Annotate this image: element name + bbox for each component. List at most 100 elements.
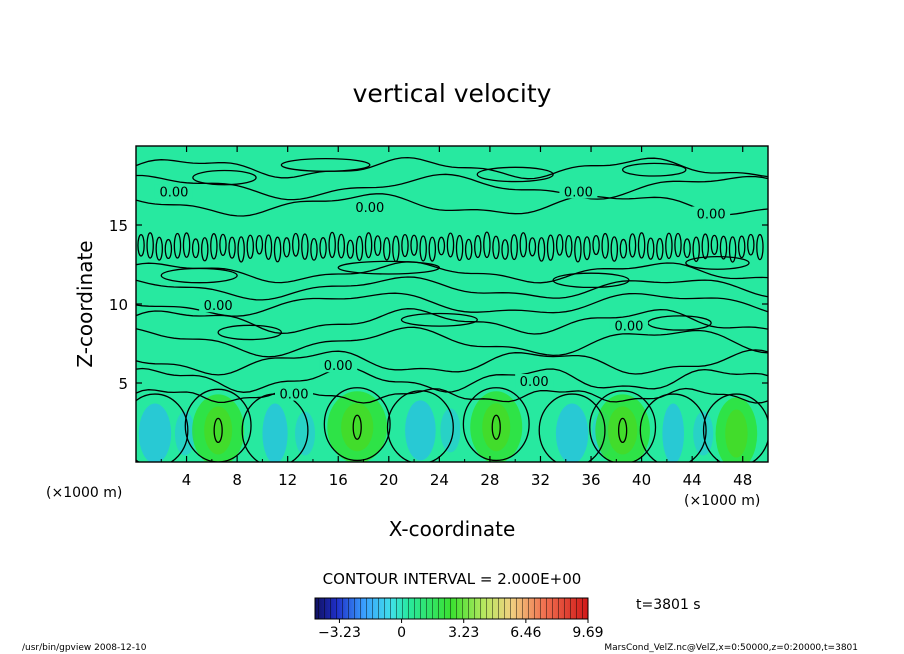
contour-closed — [621, 162, 687, 177]
wave-contour — [474, 235, 482, 259]
wave-contour — [510, 234, 518, 261]
colorbar: −3.23 0 3.23 6.46 9.69 — [314, 597, 604, 641]
wave-contour — [419, 235, 427, 262]
wave-contour — [701, 233, 710, 260]
wave-contour — [646, 237, 655, 260]
cell-contour — [386, 390, 454, 462]
contour-label: 0.00 — [280, 388, 309, 403]
contour-line — [136, 261, 768, 284]
cell-contour — [702, 393, 768, 462]
downdraft-core — [295, 411, 316, 456]
downdraft-core — [405, 400, 436, 461]
wave-contour — [710, 234, 719, 255]
cell-contour — [538, 393, 606, 462]
contour-label: 0.00 — [355, 201, 384, 216]
wave-contour — [537, 237, 546, 262]
wave-contour — [756, 233, 764, 261]
wave-contour — [282, 237, 291, 258]
updraft-core-inner — [341, 403, 374, 452]
wave-contour — [528, 237, 537, 257]
x-unit-label-left: (×1000 m) — [46, 485, 122, 501]
updraft-core-inner — [607, 406, 638, 455]
wave-contour — [373, 235, 382, 257]
contour-label-bg — [199, 298, 238, 313]
wave-contour — [437, 236, 446, 256]
wave-contour — [446, 232, 455, 258]
wave-contour — [483, 231, 491, 259]
colorbar-ticks: −3.23 0 3.23 6.46 9.69 — [318, 619, 604, 641]
wave-contour — [674, 232, 682, 258]
wave-contour — [728, 236, 737, 263]
colorbar-tick-label: 6.46 — [510, 625, 541, 641]
contour-closed — [476, 166, 554, 183]
updraft-core-inner — [482, 403, 511, 452]
colorbar-stripes — [315, 598, 588, 619]
time-label: t=3801 s — [636, 597, 701, 613]
cell-contour — [462, 387, 530, 462]
y-axis-label: Z-coordinate — [73, 240, 97, 367]
wave-contour — [337, 233, 346, 259]
wave-contour — [410, 234, 418, 256]
wave-contour — [191, 238, 200, 259]
contour-label-bg — [692, 206, 731, 221]
cell-contour — [639, 393, 707, 462]
contour-closed — [192, 169, 257, 186]
contour-label-bg — [154, 184, 193, 199]
wave-contour — [574, 236, 582, 263]
plot-background — [136, 146, 768, 462]
wave-contour — [455, 234, 464, 262]
colorbar-tick-label: −3.23 — [318, 625, 361, 641]
wave-contour — [228, 236, 236, 259]
x-tick-label: 40 — [632, 471, 651, 489]
downdraft-core — [262, 403, 288, 462]
x-tick-label: 4 — [182, 471, 192, 489]
wave-contour — [173, 232, 182, 259]
wave-contour — [628, 233, 637, 258]
colorbar-frame — [314, 597, 589, 620]
x-unit-label-right: (×1000 m) — [684, 493, 760, 509]
wave-contour — [210, 233, 218, 260]
wave-contour — [301, 233, 309, 260]
wave-contour — [310, 238, 318, 261]
wave-contour — [401, 233, 409, 258]
y-tick-label: 15 — [109, 217, 128, 235]
x-tick-label: 32 — [531, 471, 550, 489]
x-tick-label: 48 — [733, 471, 752, 489]
contour-label-bg — [559, 184, 598, 199]
wave-contour — [555, 233, 564, 256]
updraft-core-inner — [204, 406, 233, 455]
wave-contour — [492, 235, 500, 260]
colorbar-tick-label: 3.23 — [448, 625, 479, 641]
colorbar-tick-label: 9.69 — [572, 625, 603, 641]
downdraft-core — [138, 403, 172, 462]
wave-contour — [355, 235, 364, 262]
cell-contour — [136, 393, 189, 462]
contour-line — [136, 173, 768, 201]
core-contour — [491, 414, 501, 440]
contour-closed — [552, 272, 630, 289]
wave-contour — [255, 234, 264, 255]
contour-label-bg — [609, 318, 648, 333]
wave-contour — [292, 232, 300, 257]
downdraft-core — [174, 411, 195, 456]
wave-contour — [601, 232, 609, 259]
wave-contour — [692, 236, 700, 263]
x-tick-label: 44 — [683, 471, 702, 489]
wave-contour — [383, 237, 391, 261]
wave-contour — [683, 238, 691, 259]
shaded-field — [138, 391, 758, 462]
wave-contour — [201, 237, 209, 262]
cell-contour — [184, 388, 252, 462]
y-tick-label: 5 — [118, 375, 128, 393]
x-tick-label: 36 — [581, 471, 600, 489]
wave-contour — [246, 234, 255, 260]
wave-contour — [519, 232, 528, 258]
contour-closed — [160, 267, 238, 284]
contour-label: 0.00 — [564, 185, 593, 200]
wave-contour — [737, 235, 746, 259]
wave-contour — [464, 238, 473, 261]
updraft-core-inner — [725, 409, 748, 458]
downdraft-core — [662, 403, 684, 462]
core-contour — [617, 417, 628, 444]
contour-line — [136, 156, 768, 180]
